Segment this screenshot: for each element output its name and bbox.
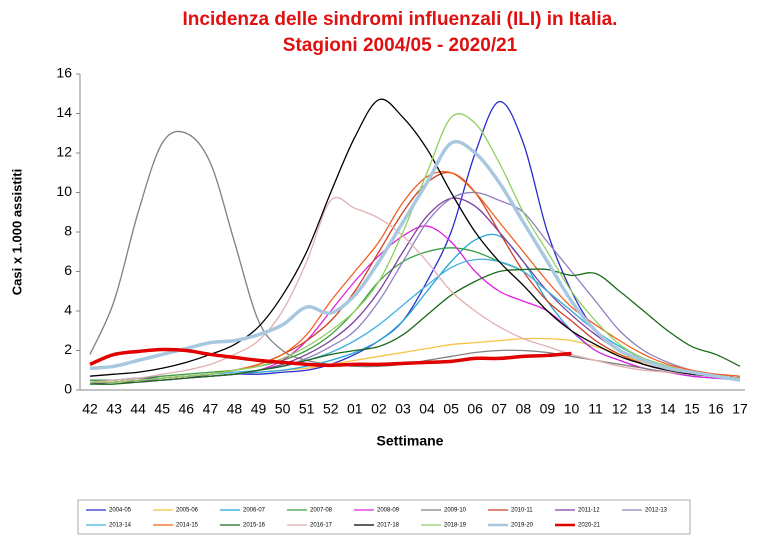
x-tick-label: 14 — [660, 401, 676, 417]
y-tick-label: 0 — [64, 381, 72, 397]
legend-label: 2016-17 — [310, 523, 333, 529]
chart-title: Incidenza delle sindromi influenzali (IL… — [183, 9, 618, 30]
x-tick-label: 13 — [636, 401, 652, 417]
legend-label: 2012-13 — [645, 508, 668, 514]
legend-box — [77, 499, 691, 535]
x-tick-label: 02 — [371, 401, 387, 417]
x-tick-label: 43 — [106, 401, 122, 417]
legend-label: 2006-07 — [243, 508, 266, 514]
x-tick-label: 42 — [82, 401, 98, 417]
series-line — [89, 130, 741, 379]
x-tick-label: 01 — [347, 401, 363, 417]
legend-label: 2011-12 — [578, 508, 600, 514]
series-line — [89, 98, 741, 379]
y-tick-label: 2 — [64, 341, 72, 357]
series-line — [89, 197, 741, 385]
x-tick-label: 50 — [275, 401, 291, 417]
y-tick-label: 16 — [56, 65, 72, 81]
x-tick-label: 52 — [323, 401, 339, 417]
x-tick-label: 09 — [540, 401, 556, 417]
x-tick-label: 06 — [467, 401, 483, 417]
series-line — [89, 268, 741, 385]
legend-label: 2015-16 — [243, 523, 266, 529]
series-line — [89, 347, 572, 368]
x-tick-label: 15 — [684, 401, 700, 417]
y-tick-label: 6 — [64, 262, 72, 278]
legend-label: 2013-14 — [109, 523, 132, 529]
x-tick-label: 44 — [130, 401, 146, 417]
y-tick-label: 4 — [64, 302, 72, 318]
legend-label: 2020-21 — [578, 523, 601, 529]
x-tick-label: 07 — [491, 401, 507, 417]
y-axis-label: Casi x 1.000 assistiti — [9, 169, 24, 295]
x-tick-label: 49 — [251, 401, 267, 417]
y-tick-label: 14 — [56, 104, 72, 120]
x-tick-label: 05 — [443, 401, 459, 417]
x-tick-label: 10 — [564, 401, 580, 417]
x-tick-label: 12 — [612, 401, 628, 417]
x-tick-label: 04 — [419, 401, 435, 417]
x-tick-label: 46 — [179, 401, 195, 417]
chart-subtitle: Stagioni 2004/05 - 2020/21 — [283, 35, 518, 56]
x-tick-label: 08 — [516, 401, 532, 417]
legend-label: 2004-05 — [109, 508, 132, 514]
y-tick-label: 8 — [64, 223, 72, 239]
y-tick-label: 12 — [56, 144, 72, 160]
series-line — [89, 196, 741, 383]
x-tick-label: 48 — [227, 401, 243, 417]
legend-label: 2014-15 — [176, 523, 199, 529]
x-tick-label: 45 — [154, 401, 170, 417]
x-tick-label: 17 — [732, 401, 748, 417]
legend-label: 2018-19 — [444, 523, 467, 529]
legend-label: 2007-08 — [310, 508, 333, 514]
legend-label: 2017-18 — [377, 523, 400, 529]
legend-label: 2005-06 — [176, 508, 199, 514]
legend-label: 2009-10 — [444, 508, 467, 514]
x-tick-label: 47 — [203, 401, 219, 417]
y-tick-label: 10 — [56, 183, 72, 199]
legend-label: 2008-09 — [377, 508, 400, 514]
x-tick-label: 51 — [299, 401, 315, 417]
x-tick-label: 11 — [588, 401, 603, 417]
series-line — [89, 139, 741, 382]
legend-label: 2019-20 — [511, 523, 534, 529]
x-tick-label: 03 — [395, 401, 411, 417]
legend-label: 2010-11 — [511, 508, 533, 514]
x-axis-label: Settimane — [377, 433, 444, 449]
x-tick-label: 16 — [708, 401, 724, 417]
